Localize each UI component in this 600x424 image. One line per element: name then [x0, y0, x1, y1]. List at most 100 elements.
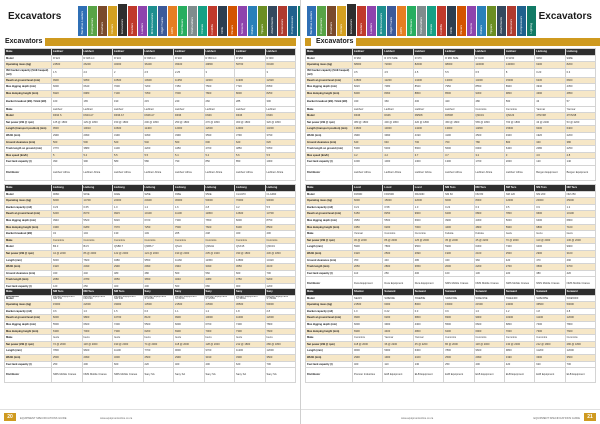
table-cell: 9300: [473, 89, 505, 98]
category-tab[interactable]: Backhoe Loaders: [307, 6, 316, 36]
category-tab[interactable]: Generators: [278, 6, 287, 36]
right-footer-url[interactable]: www.equipmentonline.co.za: [401, 417, 434, 420]
category-tab[interactable]: Dozers: [108, 6, 117, 36]
category-tab[interactable]: Compressors: [288, 6, 297, 36]
category-tab[interactable]: Graders: [128, 6, 137, 36]
category-tab[interactable]: Drills: [218, 6, 227, 36]
category-tab[interactable]: Rigid Trucks: [158, 6, 167, 36]
category-tab[interactable]: Compactors: [317, 6, 326, 36]
table-cell: 420: [503, 256, 536, 265]
category-tab[interactable]: ADTs: [397, 6, 406, 36]
table-cell: 3650: [142, 276, 174, 284]
table-cell: 32300: [112, 61, 144, 69]
table-cell: 124 @ 2000: [142, 249, 174, 258]
table-cell: 4.2: [382, 151, 414, 160]
category-tab[interactable]: Graders: [357, 6, 366, 36]
category-tab[interactable]: Lighting: [527, 6, 536, 36]
row-label: Max dumping height (mm): [4, 89, 52, 98]
category-tab[interactable]: Screens: [238, 6, 247, 36]
category-tab[interactable]: Skid Steers: [407, 6, 416, 36]
table-cell: 0.23: [534, 67, 566, 78]
table-cell: SWE80E: [412, 294, 445, 303]
category-tab[interactable]: Skid Steers: [178, 6, 187, 36]
table-cell: 220: [142, 360, 174, 369]
table-cell: 20000: [534, 197, 566, 205]
category-tab[interactable]: Loaders: [138, 6, 147, 36]
category-tab[interactable]: Cranes: [427, 6, 436, 36]
table-cell: Liebherr: [412, 48, 445, 56]
category-tab[interactable]: ADTs: [168, 6, 177, 36]
table-cell: 9900: [351, 314, 384, 322]
category-tab[interactable]: Cranes: [198, 6, 207, 36]
category-tab[interactable]: Attachments: [268, 6, 277, 36]
table-cell: Liebherr: [203, 105, 235, 114]
category-tab-label: Skid Steers: [180, 18, 184, 34]
category-tab[interactable]: Rollers: [248, 6, 257, 36]
category-tab[interactable]: Rollers: [477, 6, 486, 36]
row-label: Reach at ground level (mm): [305, 314, 353, 322]
category-tab[interactable]: Excavators: [118, 4, 127, 36]
category-tab[interactable]: Forklifts: [208, 6, 217, 36]
category-tab[interactable]: Attachments: [497, 6, 506, 36]
category-tab[interactable]: Compressors: [517, 6, 526, 36]
table-cell: 9950: [81, 76, 113, 85]
category-tab[interactable]: Crushers: [98, 6, 107, 36]
table-cell: 44 @ 2200: [51, 249, 83, 258]
table-cell: 6300: [51, 327, 83, 336]
category-tab[interactable]: Dozers: [337, 6, 346, 36]
category-tab[interactable]: Loaders: [367, 6, 376, 36]
category-tab[interactable]: Forklifts: [437, 6, 446, 36]
table-cell: Liebherr: [351, 105, 384, 114]
table-cell: 420: [443, 96, 475, 107]
category-tab[interactable]: Tippers: [487, 6, 496, 36]
table-cell: 7380: [382, 83, 414, 91]
category-tab[interactable]: Telehandlers: [188, 6, 197, 36]
category-tab[interactable]: Mini Excavators: [148, 6, 157, 36]
table-row: Reach at ground level (mm) 12800 12200 1340…: [305, 76, 597, 85]
category-tab[interactable]: Screens: [467, 6, 476, 36]
category-tab[interactable]: Pavers: [457, 6, 466, 36]
table-cell: 4700: [203, 145, 235, 153]
category-tab-label: Dozers: [339, 24, 343, 34]
category-tab[interactable]: Mini Excavators: [377, 6, 386, 36]
category-tab[interactable]: Lighting: [298, 6, 300, 36]
table-cell: 21500: [173, 301, 205, 309]
row-label: Reach at ground level (mm): [305, 76, 353, 85]
table-cell: NM Tecs: [51, 288, 83, 296]
category-tab[interactable]: Compactors: [88, 6, 97, 36]
table-cell: 6000: [351, 197, 384, 205]
table-cell: LiuGong: [564, 48, 597, 56]
table-cell: 2990: [51, 131, 83, 140]
table-cell: 7800: [382, 243, 414, 251]
category-tab[interactable]: Rigid Trucks: [387, 6, 396, 36]
left-footer-url[interactable]: www.equipmentonline.co.za: [100, 417, 133, 420]
table-cell: 3300: [234, 353, 266, 362]
table-cell: Liebherr: [112, 105, 144, 114]
table-cell: R 9150: [503, 54, 536, 63]
category-tab[interactable]: Generators: [507, 6, 516, 36]
table-cell: 3500: [564, 353, 597, 362]
table-cell: 7250: [142, 223, 174, 232]
table-cell: QSL9: [173, 243, 205, 251]
table-cell: 5.5: [142, 151, 174, 160]
table-cell: 14800: [473, 125, 505, 133]
category-tab[interactable]: Backhoe Loaders: [78, 6, 87, 36]
table-cell: 7600: [264, 327, 296, 336]
category-tab[interactable]: Crushers: [327, 6, 336, 36]
table-row: Net power (kW @ rpm) 125 @ 1800 129 @ 1800…: [4, 118, 296, 127]
table-cell: 6200: [443, 210, 475, 218]
table-cell: D9508: [412, 112, 445, 120]
table-cell: 390: [51, 158, 83, 166]
category-tab[interactable]: Telehandlers: [417, 6, 426, 36]
table-cell: 7600: [564, 327, 597, 336]
table-cell: 0.5: [503, 203, 536, 212]
table-cell: 6200: [534, 61, 566, 69]
row-label: Operating mass (kg): [4, 301, 52, 309]
category-tab[interactable]: Excavators: [347, 4, 356, 36]
category-tab[interactable]: Drills: [447, 6, 456, 36]
category-tab[interactable]: Tippers: [258, 6, 267, 36]
table-cell: 4400: [382, 327, 414, 336]
category-tab[interactable]: Pavers: [228, 6, 237, 36]
table-cell: 130: [412, 360, 445, 369]
table-cell: 450 @ 1800: [443, 118, 475, 127]
